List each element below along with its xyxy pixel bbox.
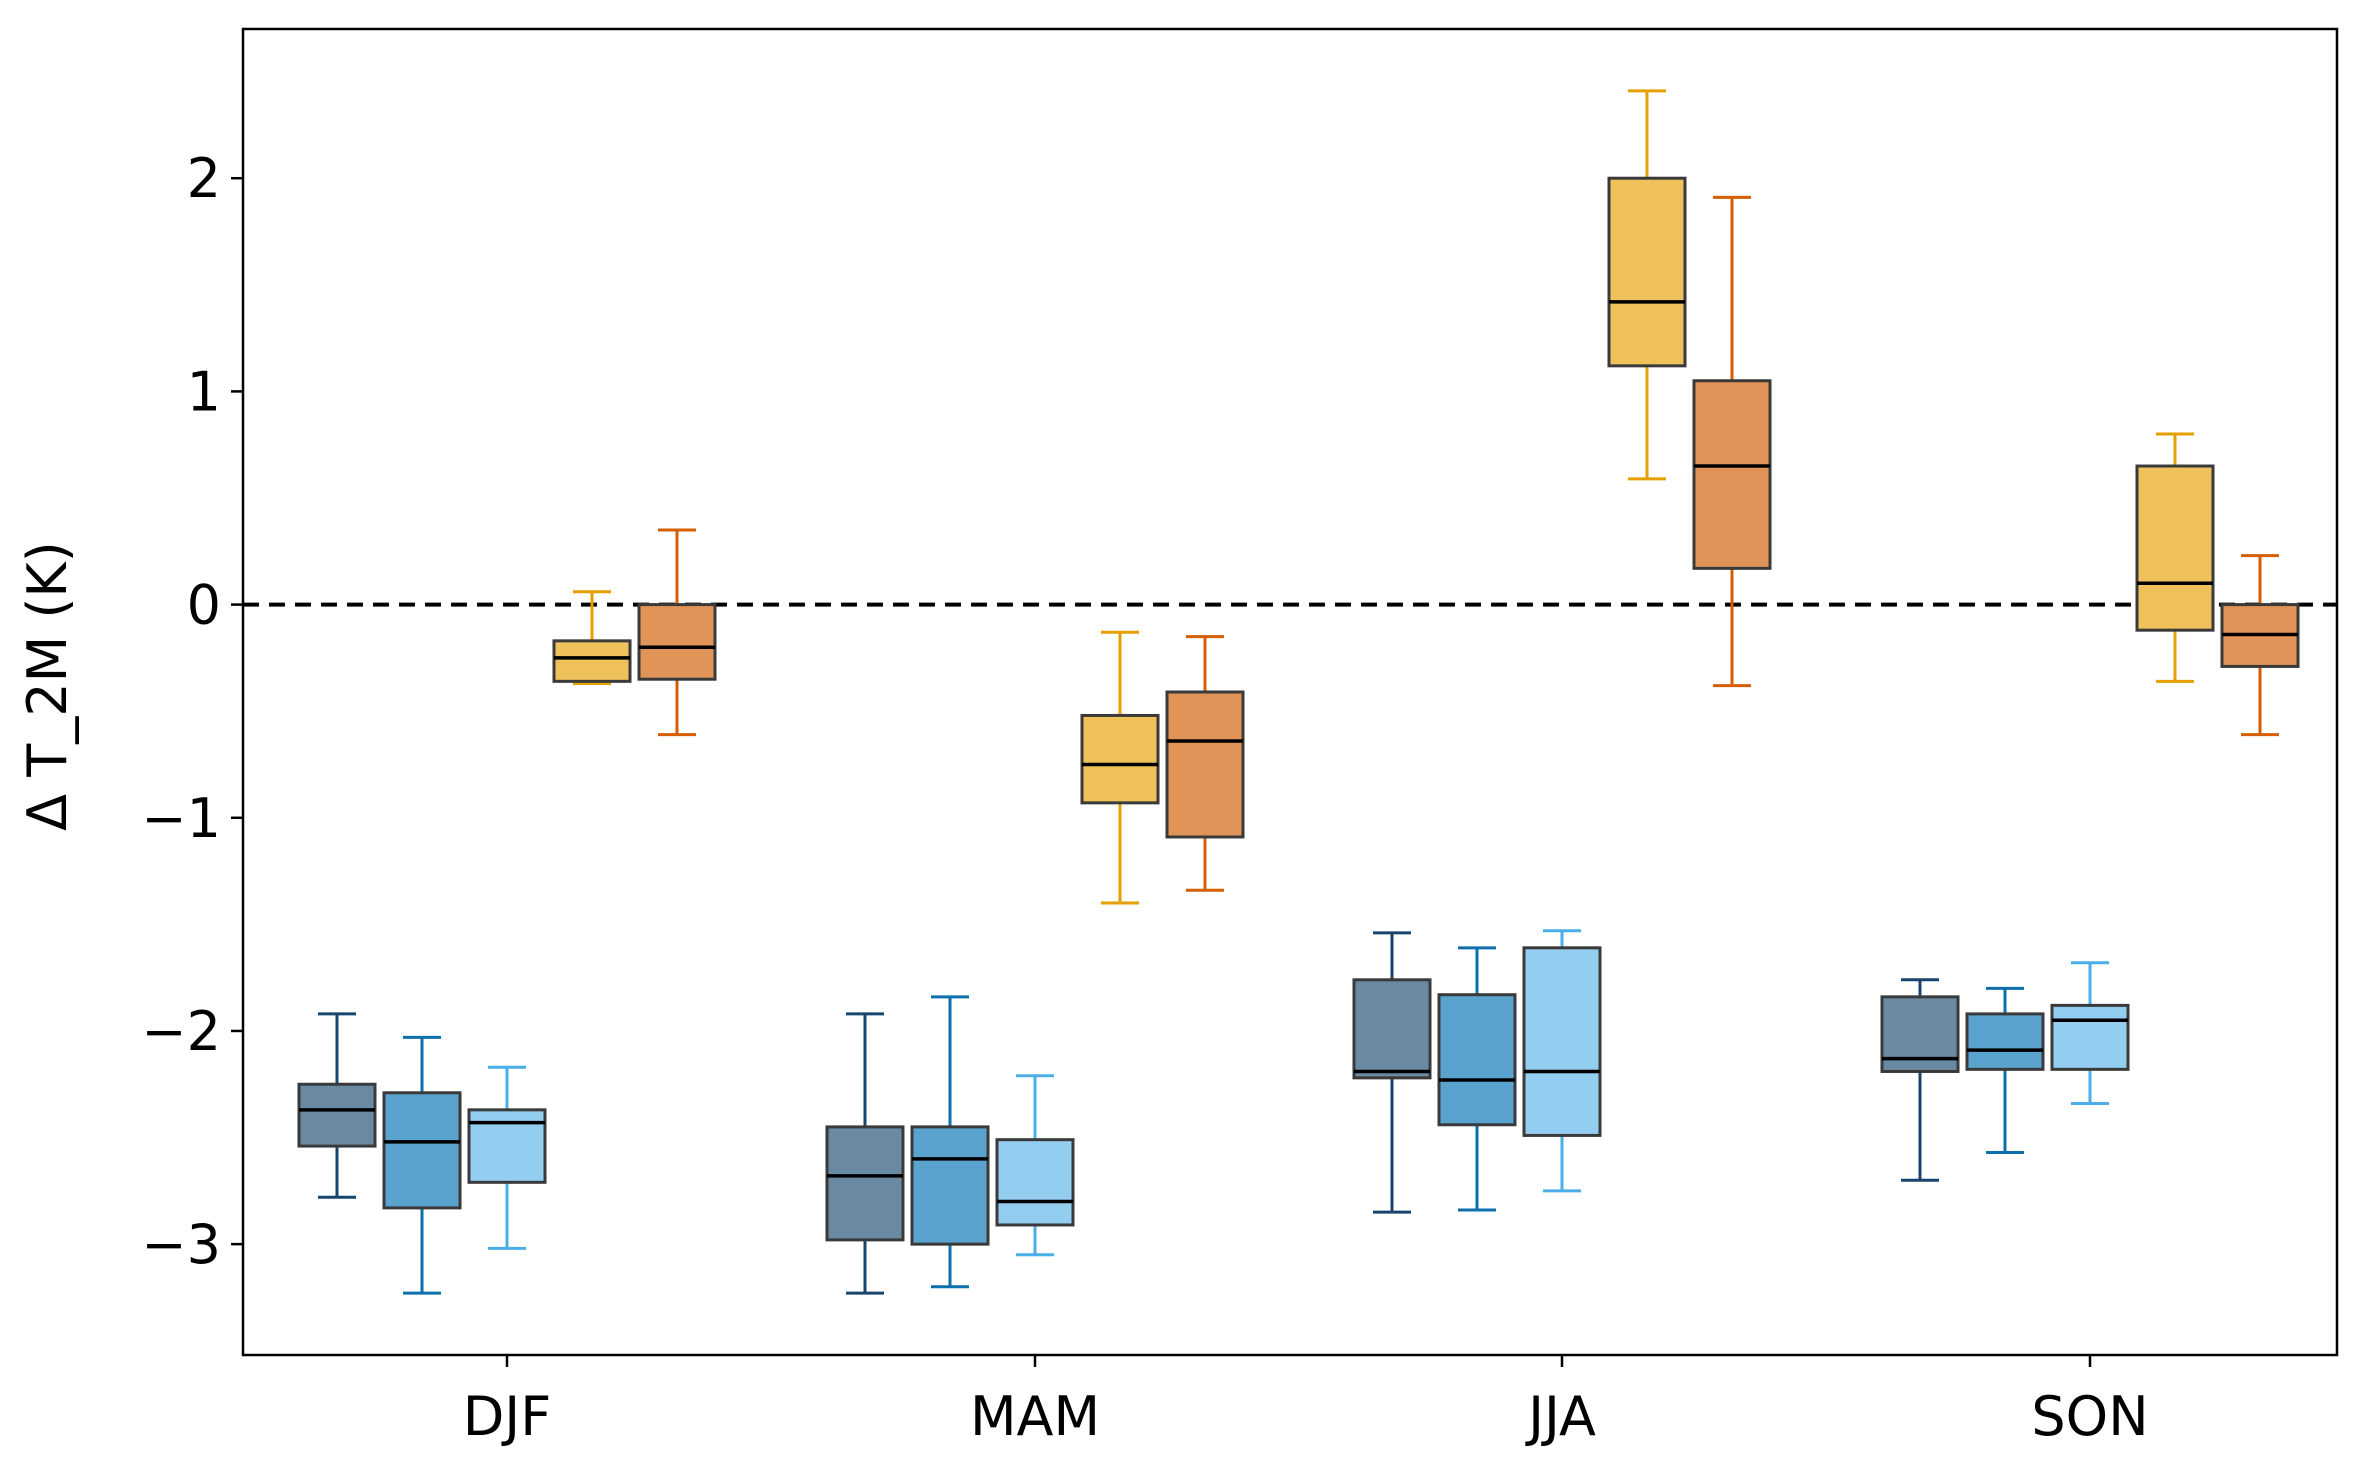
box-jja-series-1 (1352, 931, 1432, 1214)
box-body (552, 639, 632, 683)
series-5 (637, 195, 2300, 892)
box-djf-series-2 (382, 1035, 462, 1295)
y-tick-label: 1 (187, 360, 221, 423)
box-son-series-3 (2050, 961, 2130, 1105)
box-jja-series-2 (1437, 946, 1517, 1212)
box-son-series-4 (2135, 432, 2215, 683)
box-djf-series-3 (467, 1065, 547, 1250)
axes-layer: 2 1 0 −1 −2 −3 DJF MAM JJA SON (141, 27, 2339, 1448)
boxes-layer (297, 89, 2300, 1295)
x-tick-label-mam: MAM (970, 1385, 1100, 1448)
box-body (1437, 993, 1517, 1127)
box-body (2050, 1003, 2130, 1071)
series-4 (552, 89, 2215, 905)
axes-frame (241, 27, 2339, 1357)
box-mam-series-5 (1165, 635, 1245, 892)
box-son-series-2 (1965, 986, 2045, 1154)
box-jja-series-5 (1692, 195, 1772, 688)
box-djf-series-4 (552, 590, 632, 685)
box-body (1692, 379, 1772, 570)
box-body (637, 603, 717, 681)
box-son-series-5 (2220, 554, 2300, 737)
box-body (825, 1125, 905, 1242)
box-djf-series-1 (297, 1012, 377, 1199)
box-son-series-1 (1880, 978, 1960, 1182)
x-tick-label-djf: DJF (463, 1385, 552, 1448)
x-tick-label-jja: JJA (1525, 1385, 1596, 1448)
box-body (910, 1125, 990, 1246)
box-body (1165, 690, 1245, 839)
series-1 (297, 931, 1960, 1295)
box-body (382, 1091, 462, 1210)
box-body (1522, 946, 1602, 1137)
series-3 (467, 929, 2130, 1257)
x-tick-label-son: SON (2031, 1385, 2148, 1448)
box-body (1080, 713, 1160, 805)
box-jja-series-3 (1522, 929, 1602, 1193)
box-djf-series-5 (637, 528, 717, 737)
box-body (467, 1108, 547, 1184)
y-tick-label: 0 (187, 574, 221, 637)
series-2 (382, 946, 2045, 1295)
box-mam-series-3 (995, 1074, 1075, 1257)
box-body (297, 1082, 377, 1148)
y-tick-label: −3 (141, 1213, 221, 1276)
y-tick-label: −1 (141, 787, 221, 850)
box-body (2135, 464, 2215, 632)
y-tick-label: −2 (141, 1000, 221, 1063)
box-body (995, 1138, 1075, 1227)
box-body (1352, 978, 1432, 1080)
box-body (1965, 1012, 2045, 1071)
y-tick-label: 2 (187, 147, 221, 210)
box-mam-series-4 (1080, 630, 1160, 905)
box-jja-series-4 (1607, 89, 1687, 481)
y-axis-label: Δ T_2M (K) (16, 541, 79, 831)
box-mam-series-2 (910, 995, 990, 1289)
box-body (1607, 176, 1687, 368)
box-mam-series-1 (825, 1012, 905, 1295)
